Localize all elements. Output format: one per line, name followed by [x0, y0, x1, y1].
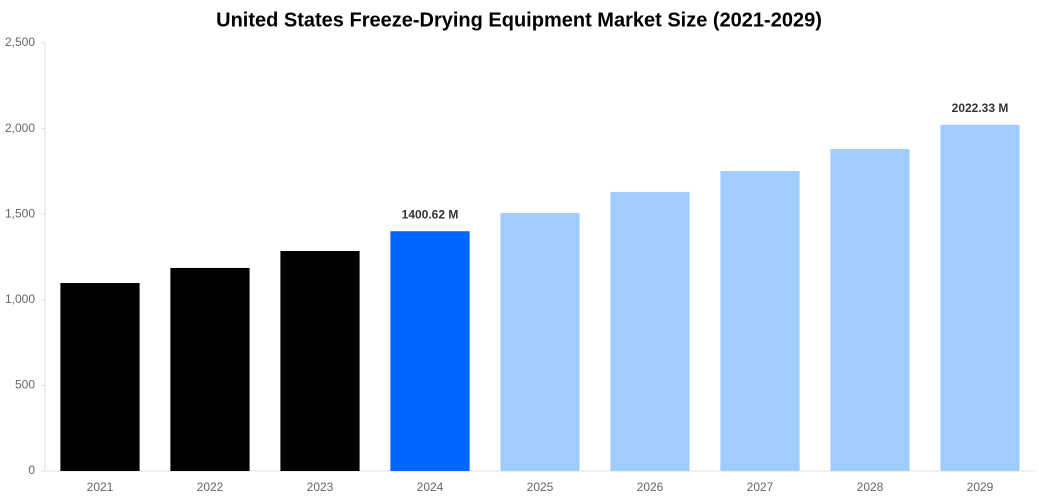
x-tick-label: 2023 [307, 480, 334, 494]
x-tick-label: 2029 [967, 480, 994, 494]
bar [720, 171, 800, 471]
chart-title: United States Freeze-Drying Equipment Ma… [216, 9, 822, 31]
bar [390, 231, 470, 471]
x-tick-label: 2026 [637, 480, 664, 494]
bar [60, 283, 140, 471]
y-tick-label: 2,500 [5, 35, 35, 49]
value-label: 1400.62 M [402, 207, 459, 221]
y-tick-label: 2,000 [5, 121, 35, 135]
y-tick-label: 1,000 [5, 292, 35, 306]
x-tick-label: 2028 [857, 480, 884, 494]
x-tick-label: 2027 [747, 480, 774, 494]
value-label: 2022.33 M [952, 101, 1009, 115]
bar [940, 124, 1020, 472]
bar [170, 267, 250, 471]
y-tick-label: 1,500 [5, 206, 35, 220]
x-tick-label: 2025 [527, 480, 554, 494]
x-tick-label: 2022 [197, 480, 224, 494]
x-tick-label: 2024 [417, 480, 444, 494]
y-tick-label: 0 [28, 463, 35, 477]
x-tick-label: 2021 [87, 480, 114, 494]
y-tick-label: 500 [15, 378, 35, 392]
bar [280, 251, 360, 471]
bar [500, 213, 580, 472]
bar [610, 191, 690, 471]
bar [830, 148, 910, 472]
